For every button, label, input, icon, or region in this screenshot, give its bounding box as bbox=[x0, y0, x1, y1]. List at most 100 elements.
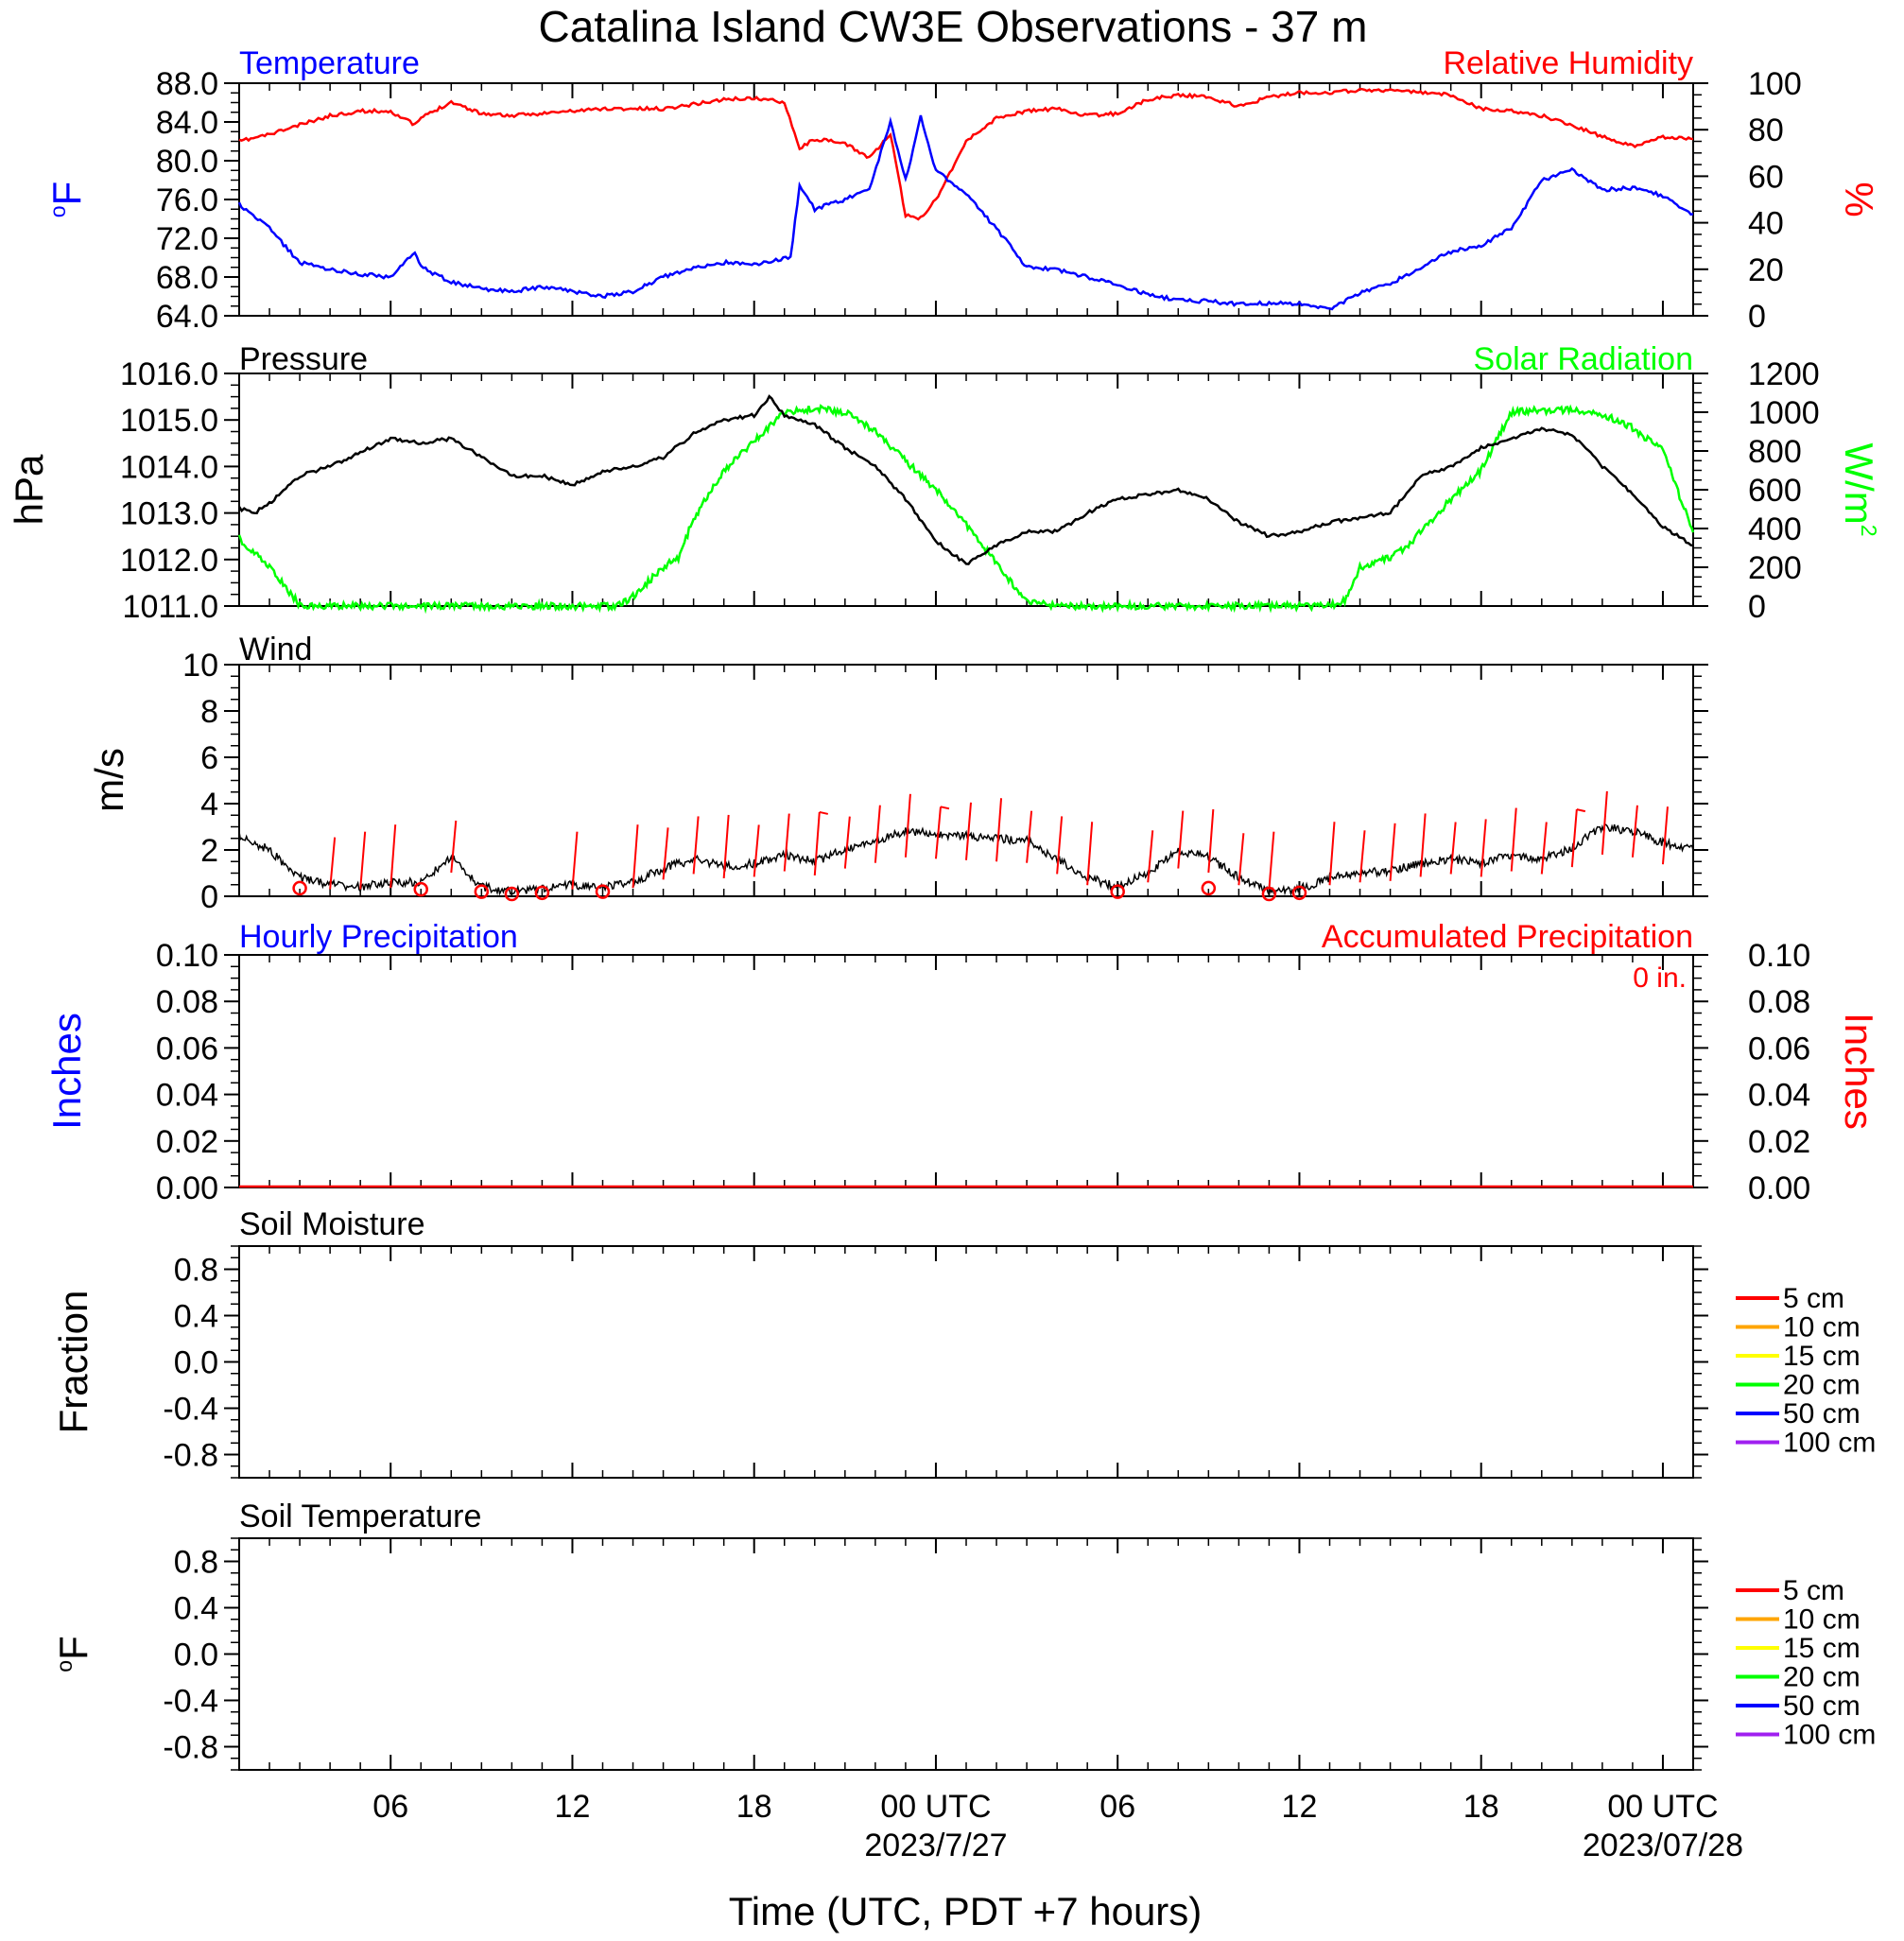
temperature-y-tick-label: 80.0 bbox=[156, 144, 218, 180]
x-date-label: 2023/7/27 bbox=[864, 1828, 1007, 1863]
humidity-y-tick-label: 80 bbox=[1748, 113, 1784, 148]
wind-line bbox=[238, 823, 1694, 897]
temperature-line bbox=[237, 114, 1694, 311]
precip-hourly-y-tick-label: 0.02 bbox=[156, 1124, 218, 1160]
pressure-y-tick-label: 1015.0 bbox=[120, 403, 218, 439]
wind-y-tick-label: 4 bbox=[200, 787, 218, 823]
humidity-y-tick-label: 60 bbox=[1748, 159, 1784, 195]
wind-barb bbox=[389, 824, 397, 889]
temperature-y-tick-label: 72.0 bbox=[156, 221, 218, 257]
solar-y-tick-label: 1200 bbox=[1748, 356, 1820, 392]
unit-letter: F bbox=[51, 1636, 95, 1660]
wind-barb bbox=[632, 824, 639, 889]
wind-calm-circle bbox=[1261, 886, 1277, 902]
x-tick-label: 06 bbox=[1099, 1789, 1135, 1825]
soil-temperature-unit: oF bbox=[51, 1636, 95, 1672]
solar-y-tick-label: 1000 bbox=[1748, 395, 1820, 431]
wind-barb-flag bbox=[1576, 808, 1586, 813]
precip-accum-y-tick-label: 0.04 bbox=[1748, 1078, 1810, 1114]
humidity-unit-text: % bbox=[1837, 182, 1881, 217]
soil-moisture-legend-entry: 5 cm bbox=[1783, 1283, 1844, 1314]
x-tick-label: 06 bbox=[372, 1789, 408, 1825]
wind-calm-circle bbox=[1201, 880, 1217, 896]
wind-barb bbox=[874, 805, 881, 863]
soil-moisture-unit-text: Fraction bbox=[51, 1291, 95, 1434]
wind-barb bbox=[1207, 808, 1215, 874]
pressure-series-label: Pressure bbox=[239, 341, 368, 377]
solar-line bbox=[237, 404, 1695, 615]
temperature-y-tick-label: 68.0 bbox=[156, 260, 218, 296]
pressure-y-tick-label: 1012.0 bbox=[120, 543, 218, 579]
precip-accum-y-tick-label: 0.06 bbox=[1748, 1031, 1810, 1066]
solar-unit: W/m2 bbox=[1837, 442, 1881, 536]
temperature-unit: oF bbox=[44, 182, 89, 218]
humidity-y-tick-label: 0 bbox=[1748, 299, 1766, 335]
solar-y-tick-label: 200 bbox=[1748, 550, 1802, 586]
wind-barb bbox=[359, 831, 367, 890]
wind-y-tick-label: 8 bbox=[200, 694, 218, 730]
pressure-y-tick-label: 1016.0 bbox=[120, 356, 218, 392]
wind-calm-circle bbox=[474, 884, 490, 899]
wind-barb bbox=[753, 824, 760, 877]
wind-barb-flag bbox=[940, 806, 950, 810]
wind-barb bbox=[1056, 816, 1064, 875]
wind-barb bbox=[1661, 806, 1669, 865]
precip-hourly-unit: Inches bbox=[44, 1013, 89, 1130]
soil-moisture-y-tick-label: 0.0 bbox=[174, 1345, 218, 1381]
precip-accum-unit: Inches bbox=[1837, 1013, 1881, 1130]
x-tick-label: 12 bbox=[555, 1789, 591, 1825]
wind-panel-frame: 10 8 6 4 2 0 bbox=[182, 648, 1708, 915]
humidity-y-tick-label: 40 bbox=[1748, 206, 1784, 242]
humidity-y-tick-label: 100 bbox=[1748, 66, 1802, 102]
solar-y-tick-label: 0 bbox=[1748, 589, 1766, 625]
humidity-y-tick-label: 20 bbox=[1748, 252, 1784, 288]
figure-title: Catalina Island CW3E Observations - 37 m bbox=[539, 2, 1368, 51]
soil-temperature-series-label: Soil Temperature bbox=[239, 1499, 481, 1534]
wind-barbs bbox=[292, 790, 1669, 902]
wind-barb bbox=[1359, 830, 1366, 883]
wind-barb bbox=[783, 813, 790, 872]
wind-calm-circle bbox=[413, 881, 428, 897]
precip-accum-y-tick-label: 0.02 bbox=[1748, 1124, 1810, 1160]
humidity-series-label: Relative Humidity bbox=[1443, 45, 1693, 81]
solar-series-label: Solar Radiation bbox=[1474, 341, 1693, 377]
wind-calm-circle bbox=[534, 885, 550, 901]
wind-calm-circle bbox=[504, 886, 520, 902]
wind-barb-flag bbox=[819, 810, 829, 815]
pressure-unit-text: hPa bbox=[7, 454, 51, 525]
wind-barb bbox=[843, 816, 851, 869]
wind-calm-circle bbox=[1291, 885, 1307, 901]
degree-mark: o bbox=[52, 1660, 77, 1672]
x-tick-label: 12 bbox=[1282, 1789, 1318, 1825]
wind-barb bbox=[1086, 822, 1094, 886]
wind-barb bbox=[995, 798, 1003, 862]
precip-hourly-y-tick-label: 0.00 bbox=[156, 1170, 218, 1206]
temperature-y-tick-label: 88.0 bbox=[156, 66, 218, 102]
wind-barb bbox=[571, 831, 579, 890]
soil-temperature-panel-frame: 0.8 0.4 0.0 -0.4 -0.8 bbox=[163, 1537, 1708, 1771]
wind-barb bbox=[934, 806, 942, 859]
wind-barb bbox=[1601, 790, 1608, 855]
precip-accum-y-tick-label: 0.08 bbox=[1748, 984, 1810, 1020]
wind-barb bbox=[1540, 822, 1548, 875]
wind-calm-circle bbox=[595, 884, 611, 899]
soil-temperature-legend-entry: 100 cm bbox=[1783, 1720, 1876, 1751]
precip-accum-unit-text: Inches bbox=[1837, 1013, 1881, 1130]
precip-hourly-y-tick-label: 0.04 bbox=[156, 1078, 218, 1114]
soil-moisture-legend-entry: 10 cm bbox=[1783, 1312, 1861, 1343]
wind-barb bbox=[1328, 822, 1336, 886]
wind-y-tick-label: 10 bbox=[182, 648, 218, 684]
x-tick-label: 00 UTC bbox=[880, 1789, 991, 1825]
pressure-y-tick-label: 1013.0 bbox=[120, 496, 218, 532]
wind-calm-circle bbox=[1110, 884, 1125, 899]
x-tick-label: 18 bbox=[736, 1789, 772, 1825]
temperature-panel-frame: 88.084.080.076.072.068.064.0 100 80 60 40 20 0 bbox=[156, 66, 1802, 335]
soil-temperature-legend-entry: 10 cm bbox=[1783, 1604, 1861, 1636]
wind-barb bbox=[1631, 805, 1638, 858]
solar-y-tick-label: 600 bbox=[1748, 473, 1802, 509]
